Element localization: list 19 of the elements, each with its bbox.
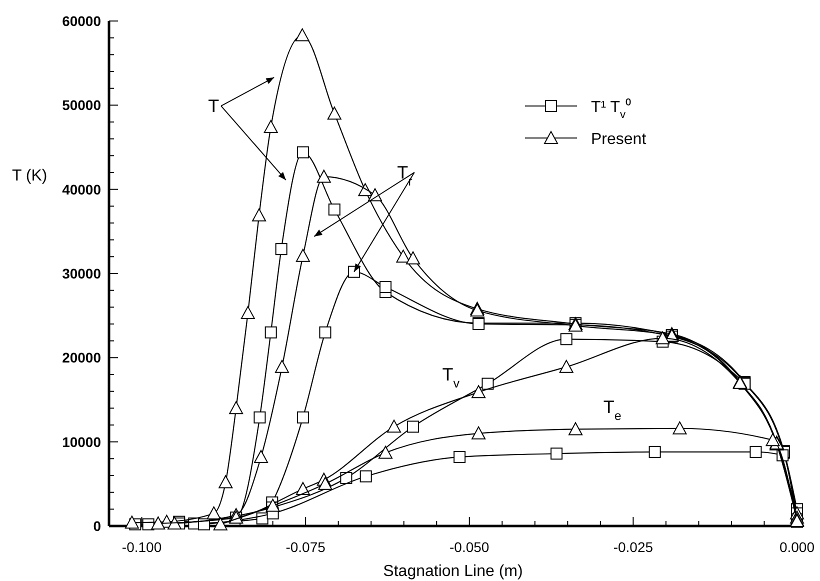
- y-tick-label: 0: [93, 518, 102, 534]
- y-tick-label: 50000: [62, 97, 102, 114]
- x-tick-label: -0.075: [286, 539, 326, 555]
- y-tick-label: 30000: [62, 266, 102, 282]
- y-tick-label: 10000: [62, 434, 102, 450]
- y-axis-title: T (K): [12, 168, 48, 184]
- x-tick-label: 0.000: [779, 539, 815, 555]
- y-tick-label: 40000: [62, 181, 102, 198]
- annotation: T$_{v}$: [442, 364, 460, 390]
- legend-label: T¹ T$_{v}$⁰: [591, 98, 632, 121]
- x-tick-label: -0.025: [613, 539, 654, 555]
- y-tick-label: 60000: [62, 13, 102, 29]
- annotation: T$_{e}$: [603, 397, 622, 424]
- x-axis-title: Stagnation Line (m): [383, 563, 523, 580]
- x-tick-label: -0.050: [450, 539, 490, 555]
- legend-label: Present: [591, 131, 647, 148]
- x-tick-label: -0.100: [122, 539, 162, 555]
- y-tick-label: 20000: [62, 350, 102, 366]
- annotation: T: [208, 96, 220, 116]
